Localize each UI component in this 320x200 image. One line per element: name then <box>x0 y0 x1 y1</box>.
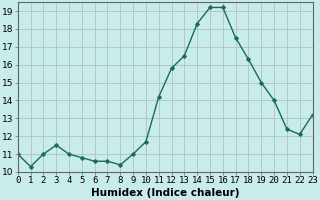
X-axis label: Humidex (Indice chaleur): Humidex (Indice chaleur) <box>91 188 239 198</box>
